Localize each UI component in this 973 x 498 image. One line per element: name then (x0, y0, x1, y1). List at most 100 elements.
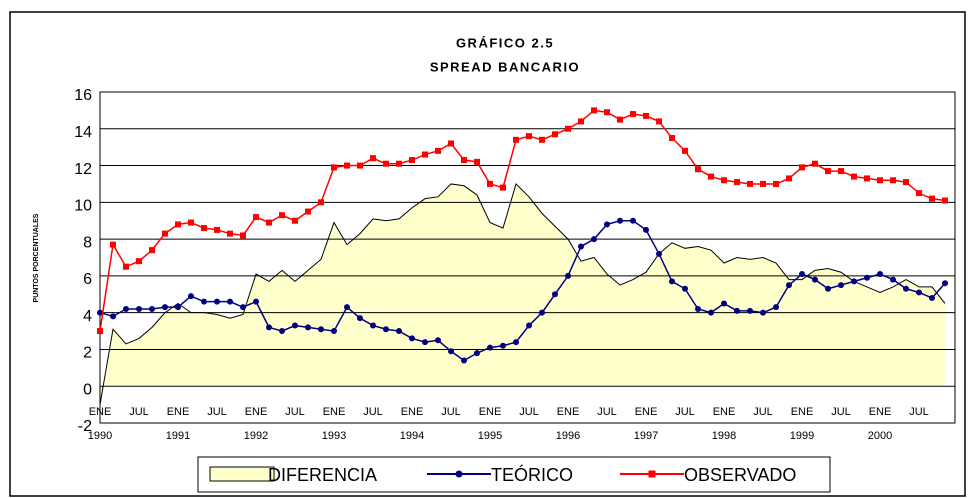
x-year-label: 1997 (634, 430, 658, 442)
point (825, 168, 831, 175)
point (110, 313, 116, 320)
point (331, 164, 337, 171)
legend-swatch (209, 466, 275, 482)
point (526, 133, 532, 140)
point (942, 197, 948, 204)
point (162, 304, 168, 311)
point (253, 214, 259, 221)
legend-label: DIFERENCIA (268, 465, 377, 485)
point (305, 208, 311, 215)
x-year-label: 1996 (556, 430, 580, 442)
point (552, 291, 558, 298)
point (409, 157, 415, 164)
x-tick-label: ENE (791, 406, 814, 418)
point (773, 180, 779, 187)
point (942, 280, 948, 287)
point (851, 173, 857, 180)
point (526, 322, 532, 329)
x-year-label: 1995 (478, 430, 502, 442)
point (708, 173, 714, 180)
point (136, 258, 142, 265)
point (786, 175, 792, 182)
point (682, 285, 688, 292)
point (799, 271, 805, 278)
point (461, 157, 467, 164)
y-tick-label: 14 (74, 124, 92, 141)
chart-subtitle: SPREAD BANCARIO (430, 59, 580, 74)
point (552, 131, 558, 138)
y-tick-label: 16 (74, 87, 92, 104)
point (578, 118, 584, 125)
point (864, 274, 870, 281)
point (175, 221, 181, 228)
point (903, 179, 909, 186)
y-tick-label: 10 (74, 198, 92, 215)
point (877, 271, 883, 278)
point (500, 342, 506, 349)
y-tick-label: -2 (78, 418, 92, 435)
point (747, 180, 753, 187)
point (409, 335, 415, 342)
point (760, 309, 766, 316)
point (344, 304, 350, 311)
point (435, 337, 441, 344)
point (812, 160, 818, 167)
point (539, 136, 545, 143)
point (838, 168, 844, 175)
point (916, 289, 922, 296)
point (227, 230, 233, 237)
point (630, 111, 636, 118)
y-tick-label: 8 (83, 234, 92, 251)
point (435, 147, 441, 154)
point (799, 164, 805, 171)
y-tick-label: 4 (83, 308, 92, 325)
x-tick-label: ENE (713, 406, 736, 418)
point (214, 226, 220, 233)
x-tick-label: JUL (753, 406, 773, 418)
point (890, 177, 896, 184)
point (318, 199, 324, 206)
point (240, 232, 246, 239)
x-tick-label: ENE (557, 406, 580, 418)
x-tick-label: JUL (207, 406, 227, 418)
point (617, 217, 623, 224)
x-tick-label: ENE (635, 406, 658, 418)
point (396, 160, 402, 167)
legend-label: OBSERVADO (684, 465, 796, 485)
x-year-label: 1994 (400, 430, 424, 442)
point (513, 136, 519, 143)
point (97, 328, 103, 335)
y-tick-label: 0 (83, 381, 92, 398)
x-tick-label: ENE (167, 406, 190, 418)
x-year-label: 2000 (868, 430, 892, 442)
point (513, 339, 519, 346)
point (903, 285, 909, 292)
x-year-label: 1998 (712, 430, 736, 442)
point (669, 278, 675, 285)
point (474, 350, 480, 357)
x-tick-label: ENE (89, 406, 112, 418)
point (422, 339, 428, 346)
point (383, 326, 389, 333)
point (448, 140, 454, 147)
point (123, 305, 129, 312)
point (682, 147, 688, 154)
point (591, 107, 597, 114)
point (279, 328, 285, 335)
x-tick-label: JUL (441, 406, 461, 418)
x-year-label: 1990 (88, 430, 112, 442)
point (292, 217, 298, 224)
x-tick-label: JUL (909, 406, 929, 418)
point (136, 305, 142, 312)
point (565, 272, 571, 279)
point (643, 112, 649, 119)
x-tick-label: ENE (401, 406, 424, 418)
x-tick-label: JUL (519, 406, 539, 418)
point (578, 243, 584, 250)
point (149, 305, 155, 312)
point (240, 304, 246, 311)
x-tick-label: JUL (363, 406, 383, 418)
point (929, 294, 935, 301)
point (591, 236, 597, 243)
